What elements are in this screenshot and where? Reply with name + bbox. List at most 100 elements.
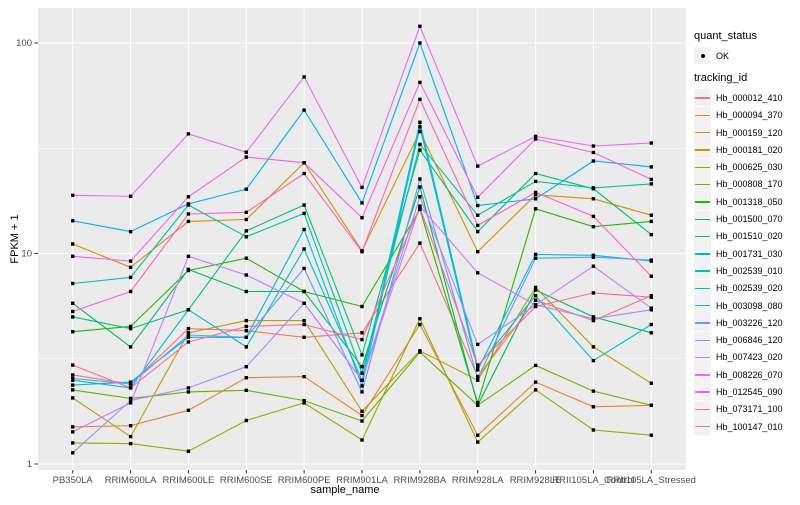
data-point-marker: [302, 203, 306, 207]
data-point-marker: [591, 315, 596, 319]
data-point-marker: [186, 308, 191, 312]
legend-color-line-icon: [695, 149, 710, 151]
data-point-marker: [360, 337, 364, 342]
data-point-marker: [186, 219, 191, 224]
data-point-marker: [418, 97, 422, 101]
legend-item-Hb_003098_080: Hb_003098_080: [694, 297, 800, 314]
data-point-marker: [476, 376, 480, 381]
data-point-marker: [244, 289, 248, 294]
data-point-marker: [533, 207, 538, 211]
data-point-marker: [591, 214, 596, 219]
data-point-marker: [360, 419, 364, 423]
data-point-marker: [649, 141, 653, 145]
data-point-marker: [360, 438, 364, 442]
legend-color-line-icon: [695, 270, 710, 272]
data-point-marker: [128, 275, 133, 280]
legend-item-Hb_003226_120: Hb_003226_120: [694, 314, 800, 332]
data-point-marker: [244, 388, 248, 392]
data-point-marker: [186, 326, 191, 331]
legend-key-swatch: [694, 262, 711, 280]
data-point-marker: [418, 195, 422, 199]
data-point-marker: [128, 259, 133, 263]
data-point-marker: [186, 335, 191, 339]
legend-item-label: Hb_002539_020: [716, 283, 783, 294]
data-point-marker: [244, 150, 248, 154]
data-point-marker: [302, 318, 306, 323]
data-point-marker: [649, 381, 653, 385]
data-point-marker: [360, 378, 364, 382]
legend-item-label: OK: [716, 50, 730, 61]
data-point-marker: [418, 148, 422, 152]
data-point-marker: [302, 227, 306, 232]
legend-item-Hb_001318_050: Hb_001318_050: [694, 193, 800, 211]
data-point-marker: [128, 265, 133, 269]
data-point-marker: [360, 409, 364, 413]
legend-color-line-icon: [695, 166, 710, 169]
data-point-marker: [418, 317, 422, 321]
data-point-marker: [476, 203, 480, 208]
data-point-marker: [302, 161, 306, 165]
data-point-marker: [476, 195, 480, 199]
legend-item-Hb_001731_030: Hb_001731_030: [694, 245, 800, 263]
data-point-marker: [360, 365, 364, 369]
data-point-marker: [360, 353, 364, 357]
data-point-marker: [244, 256, 248, 260]
legend-item-Hb_000159_120: Hb_000159_120: [694, 124, 800, 142]
legend-key-swatch: [694, 348, 711, 366]
data-point-marker: [649, 331, 653, 335]
data-point-marker: [302, 211, 306, 216]
x-tick-label: RRII105LA_Control: [552, 475, 634, 486]
legend-color-line-icon: [695, 201, 710, 203]
data-point-marker: [533, 294, 538, 298]
data-point-marker: [244, 210, 248, 214]
legend-color-line-icon: [695, 218, 710, 220]
legend-item-label: Hb_001318_050: [716, 196, 783, 207]
data-point-marker: [244, 273, 248, 277]
data-point-marker: [128, 434, 133, 439]
data-point-marker: [71, 388, 75, 392]
data-point-marker: [186, 132, 191, 136]
data-point-marker: [128, 326, 133, 331]
y-tick-label: 1: [27, 459, 32, 470]
legend-key-swatch: [694, 158, 711, 176]
data-point-marker: [533, 380, 538, 384]
legend-key-swatch: [694, 418, 711, 436]
data-point-marker: [128, 324, 133, 329]
data-point-marker: [71, 315, 75, 319]
data-point-marker: [186, 267, 191, 272]
data-point-marker: [476, 229, 480, 234]
legend-item-Hb_073171_100: Hb_073171_100: [694, 400, 800, 418]
data-point-marker: [128, 441, 133, 446]
data-point-marker: [533, 285, 538, 290]
data-point-marker: [476, 213, 480, 217]
data-point-marker: [533, 137, 538, 141]
data-point-marker: [302, 171, 306, 176]
legend-item-label: Hb_000808_170: [716, 179, 783, 190]
legend-key-swatch: [694, 124, 711, 142]
data-point-marker: [476, 433, 480, 437]
data-point-marker: [244, 217, 248, 222]
data-point-marker: [302, 322, 306, 327]
legend-key-swatch: [694, 245, 711, 263]
data-point-marker: [649, 232, 653, 237]
data-point-marker: [244, 418, 248, 423]
y-axis-title: FPKM + 1: [9, 214, 21, 264]
data-point-marker: [302, 398, 306, 403]
legend-item-label: Hb_003098_080: [716, 300, 783, 311]
legend-item-label: Hb_000625_030: [716, 162, 783, 173]
data-point-marker: [71, 378, 75, 382]
legend-quant-section: quant_status OK: [694, 30, 800, 65]
data-point-marker: [186, 202, 191, 206]
data-point-marker: [71, 242, 75, 246]
data-point-marker: [186, 408, 191, 412]
quant-ok-key: [694, 47, 711, 65]
data-point-marker: [591, 318, 596, 323]
legend-color-line-icon: [695, 183, 710, 186]
data-point-marker: [128, 345, 133, 349]
data-point-marker: [649, 295, 653, 299]
data-point-marker: [186, 254, 191, 258]
data-point-marker: [302, 301, 306, 305]
data-point-marker: [649, 433, 653, 437]
data-point-marker: [302, 401, 306, 405]
x-tick-label: RRIM600PE: [278, 475, 331, 486]
